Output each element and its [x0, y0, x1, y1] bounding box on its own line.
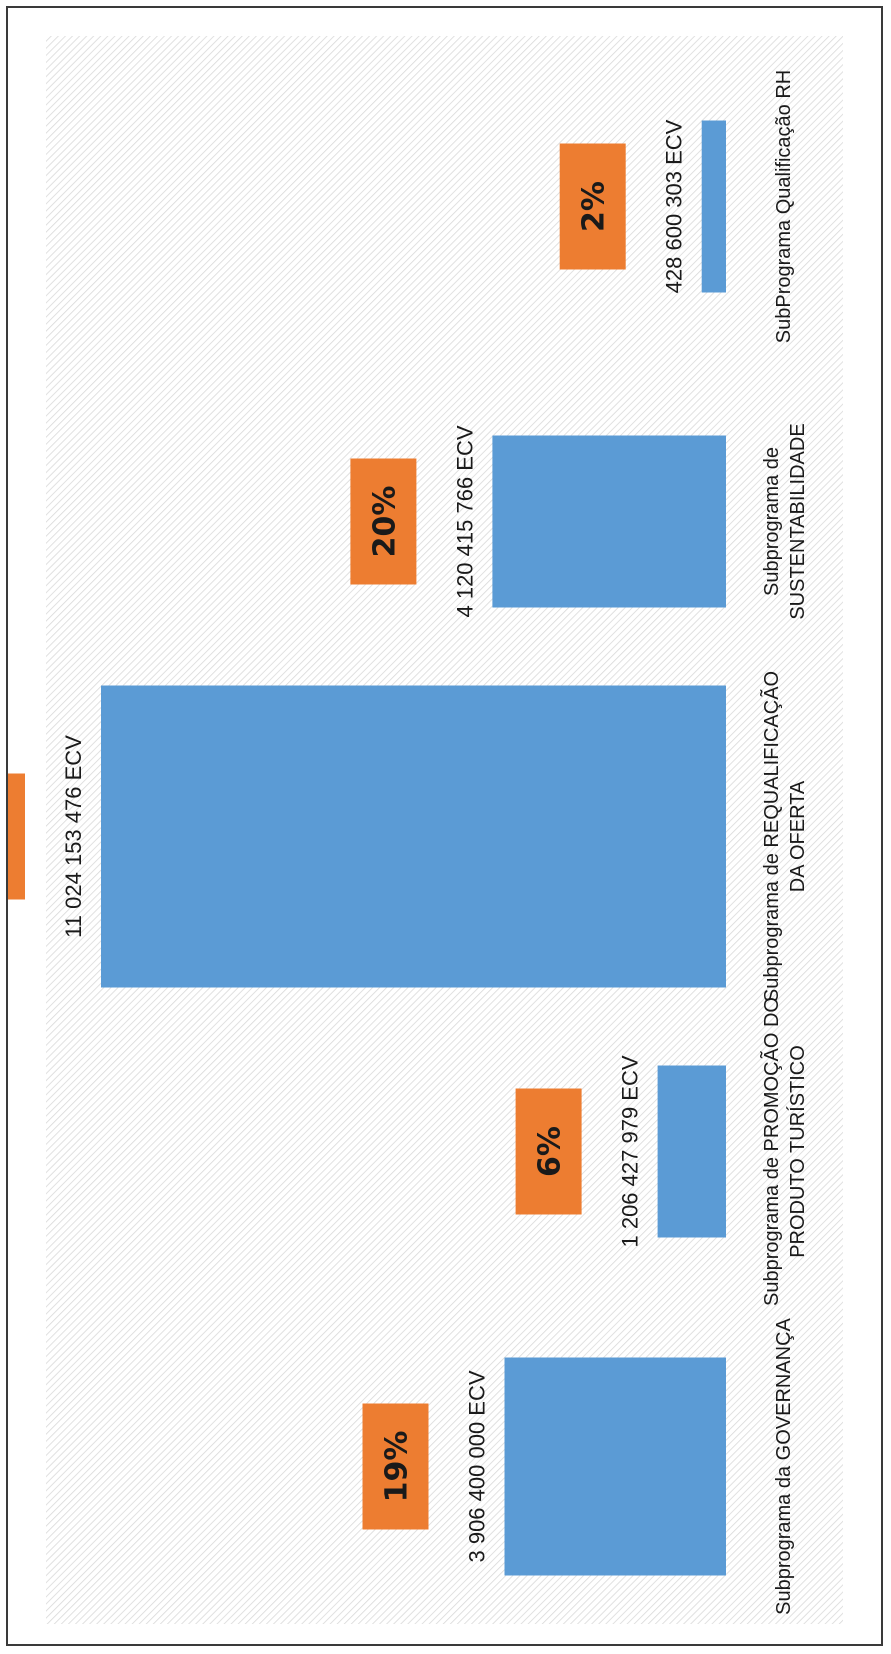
value-label-4: 428 600 303 ECV — [662, 119, 687, 293]
category-label-1-0: Subprograma de PROMOÇÃO DO — [759, 997, 783, 1306]
category-label-3-0: Subprograma de — [761, 447, 783, 596]
percent-box-3 — [350, 458, 417, 585]
percent-box-2 — [8, 773, 25, 900]
bar-4 — [701, 120, 726, 293]
category-label-2-0: Subprograma de REQUALIFICAÇÃO — [759, 671, 783, 1002]
bar-chart: 3 906 400 000 ECV 19% Subprograma da GOVER… — [8, 36, 843, 1624]
value-label-2: 11 024 153 476 ECV — [61, 735, 86, 938]
percent-label-2: 53% — [8, 801, 11, 873]
percent-label-3: 20% — [367, 486, 402, 558]
category-label-1-1: PRODUTO TURÍSTICO — [786, 1045, 809, 1258]
bar-3 — [492, 435, 726, 608]
value-label-1: 1 206 427 979 ECV — [618, 1055, 643, 1247]
value-label-3: 4 120 415 766 ECV — [452, 425, 477, 617]
bar-1 — [657, 1065, 726, 1238]
percent-label-0: 19% — [380, 1431, 415, 1503]
chart-frame: 3 906 400 000 ECV 19% Subprograma da GOVER… — [6, 6, 883, 1646]
category-label-2-1: DA OFERTA — [787, 780, 809, 892]
percent-box-0 — [362, 1403, 429, 1530]
bar-2 — [101, 685, 726, 988]
percent-box-1 — [515, 1088, 582, 1215]
value-label-0: 3 906 400 000 ECV — [465, 1370, 490, 1562]
percent-box-4 — [559, 143, 626, 270]
category-label-4-0: SubPrograma Qualificação RH — [773, 70, 795, 343]
bar-0 — [504, 1357, 726, 1576]
percent-label-1: 6% — [533, 1126, 568, 1177]
category-label-3-1: SUSTENTABILIDADE — [787, 423, 809, 619]
percent-label-4: 2% — [577, 181, 612, 232]
category-label-0-0: Subprograma da GOVERNANÇA — [773, 1317, 795, 1614]
